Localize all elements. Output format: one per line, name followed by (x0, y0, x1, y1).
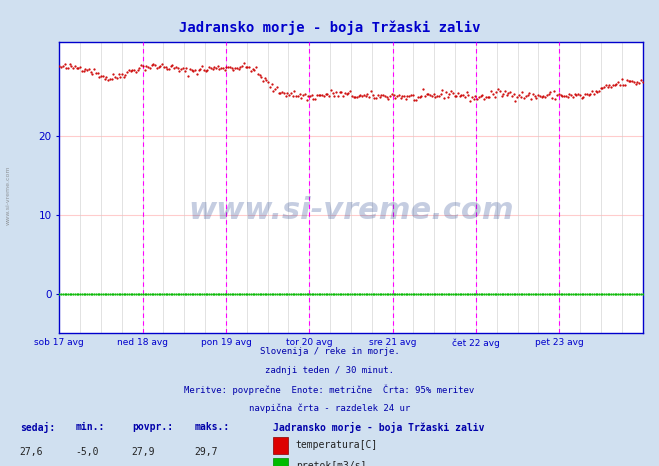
Text: povpr.:: povpr.: (132, 422, 173, 432)
Text: -5,0: -5,0 (76, 447, 100, 457)
Text: temperatura[C]: temperatura[C] (296, 440, 378, 450)
Text: navpična črta - razdelek 24 ur: navpična črta - razdelek 24 ur (249, 403, 410, 412)
Text: Jadransko morje - boja Tržaski zaliv: Jadransko morje - boja Tržaski zaliv (179, 21, 480, 35)
Text: zadnji teden / 30 minut.: zadnji teden / 30 minut. (265, 366, 394, 375)
Text: www.si-vreme.com: www.si-vreme.com (188, 196, 514, 226)
Text: min.:: min.: (76, 422, 105, 432)
Text: Slovenija / reke in morje.: Slovenija / reke in morje. (260, 347, 399, 356)
Text: sedaj:: sedaj: (20, 422, 55, 433)
Text: Meritve: povprečne  Enote: metrične  Črta: 95% meritev: Meritve: povprečne Enote: metrične Črta:… (185, 384, 474, 395)
Text: maks.:: maks.: (194, 422, 229, 432)
Text: 27,9: 27,9 (132, 447, 156, 457)
Text: www.si-vreme.com: www.si-vreme.com (5, 166, 11, 226)
Text: Jadransko morje - boja Tržaski zaliv: Jadransko morje - boja Tržaski zaliv (273, 422, 485, 433)
Text: 27,6: 27,6 (20, 447, 43, 457)
Text: 29,7: 29,7 (194, 447, 218, 457)
Text: pretok[m3/s]: pretok[m3/s] (296, 461, 366, 466)
